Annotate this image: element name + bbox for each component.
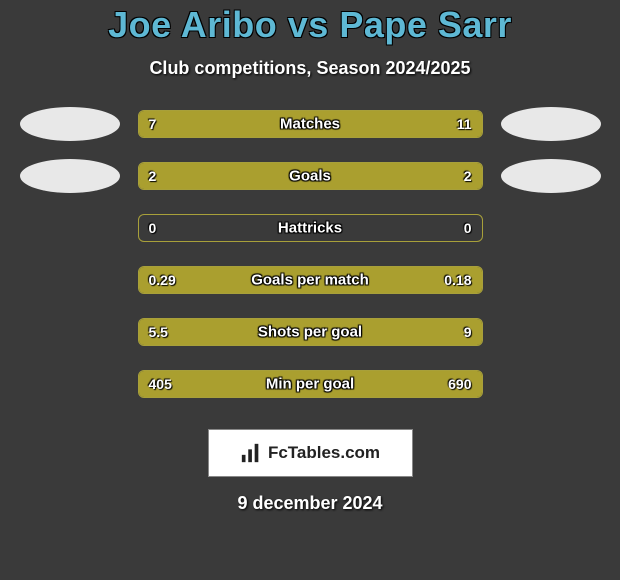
avatar-spacer	[20, 263, 120, 297]
bar-value-left: 0.29	[149, 272, 176, 288]
subtitle: Club competitions, Season 2024/2025	[149, 58, 470, 79]
footer-date: 9 december 2024	[237, 493, 382, 514]
stat-bar: Min per goal 405 690	[138, 370, 483, 398]
page-title: Joe Aribo vs Pape Sarr	[108, 4, 512, 46]
bar-value-right: 2	[464, 168, 472, 184]
bar-value-left: 405	[149, 376, 172, 392]
bar-value-right: 11	[457, 116, 472, 132]
bar-label: Matches	[280, 116, 340, 133]
avatar-spacer	[501, 211, 601, 245]
bar-fill-left	[139, 111, 273, 137]
bar-label: Goals	[289, 168, 331, 185]
avatar-spacer	[20, 367, 120, 401]
player-avatar-right	[501, 159, 601, 193]
bar-label: Shots per goal	[258, 324, 362, 341]
avatar-spacer	[501, 315, 601, 349]
chart-area: Matches 7 11 Goals 2 2 Hattricks 0 0 Goals per ma…	[20, 107, 601, 419]
container: Joe Aribo vs Pape Sarr Club competitions…	[0, 0, 620, 580]
stat-bar: Shots per goal 5.5 9	[138, 318, 483, 346]
bar-fill-right	[310, 163, 482, 189]
bar-value-left: 2	[149, 168, 157, 184]
chart-row: Min per goal 405 690	[20, 367, 601, 401]
bar-value-right: 0	[464, 220, 472, 236]
chart-row: Goals per match 0.29 0.18	[20, 263, 601, 297]
bars-icon	[240, 442, 262, 464]
avatar-spacer	[501, 263, 601, 297]
player-avatar-left	[20, 159, 120, 193]
bar-value-left: 0	[149, 220, 157, 236]
footer-badge[interactable]: FcTables.com	[208, 429, 413, 477]
chart-row: Hattricks 0 0	[20, 211, 601, 245]
stat-bar: Goals per match 0.29 0.18	[138, 266, 483, 294]
chart-row: Matches 7 11	[20, 107, 601, 141]
player-avatar-right	[501, 107, 601, 141]
bar-value-left: 5.5	[149, 324, 168, 340]
bar-label: Min per goal	[266, 376, 354, 393]
player-avatar-left	[20, 107, 120, 141]
footer-site: FcTables.com	[268, 443, 380, 463]
avatar-spacer	[20, 211, 120, 245]
avatar-spacer	[501, 367, 601, 401]
bar-label: Hattricks	[278, 220, 342, 237]
bar-value-right: 690	[448, 376, 471, 392]
bar-label: Goals per match	[251, 272, 369, 289]
stat-bar: Matches 7 11	[138, 110, 483, 138]
avatar-spacer	[20, 315, 120, 349]
bar-value-left: 7	[149, 116, 157, 132]
bar-value-right: 0.18	[444, 272, 471, 288]
bar-fill-left	[139, 163, 311, 189]
chart-row: Goals 2 2	[20, 159, 601, 193]
chart-row: Shots per goal 5.5 9	[20, 315, 601, 349]
stat-bar: Hattricks 0 0	[138, 214, 483, 242]
bar-value-right: 9	[464, 324, 472, 340]
stat-bar: Goals 2 2	[138, 162, 483, 190]
